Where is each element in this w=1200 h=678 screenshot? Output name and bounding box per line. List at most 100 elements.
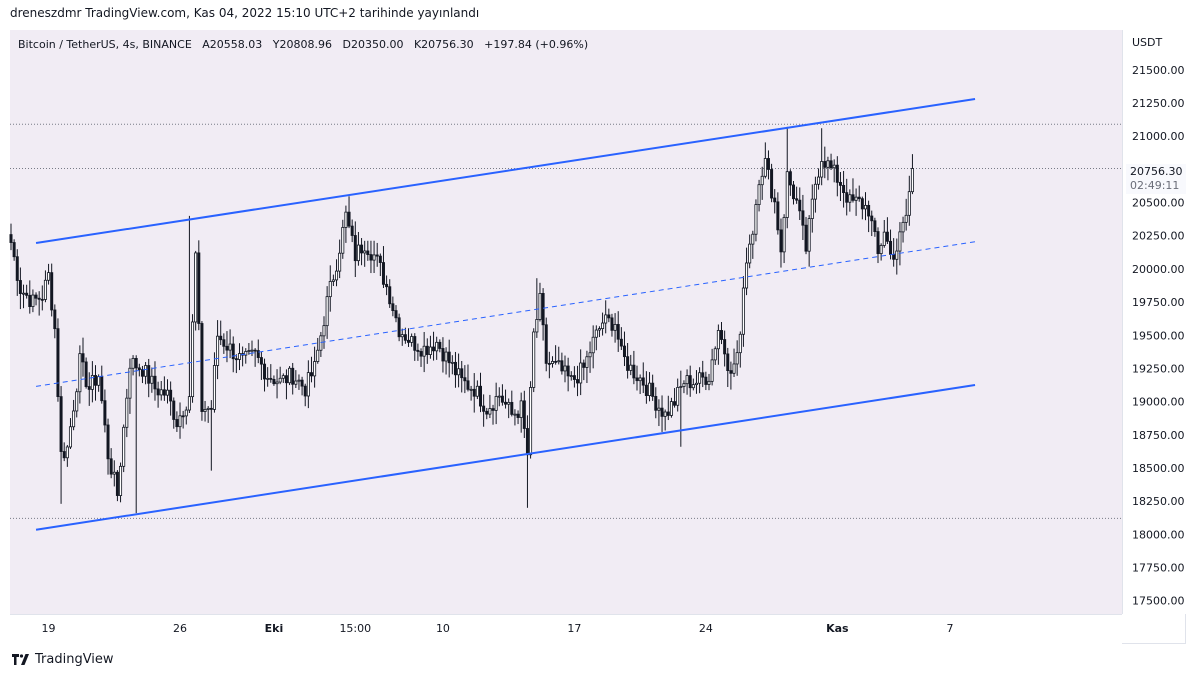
candle-down xyxy=(100,376,104,402)
candle-down xyxy=(873,220,877,232)
candle-down xyxy=(394,310,398,319)
candle-down xyxy=(84,361,88,387)
candle-down xyxy=(156,388,160,396)
price-axis[interactable] xyxy=(1122,30,1187,614)
candle-up xyxy=(669,401,673,416)
candle-up xyxy=(741,287,745,335)
candle-up xyxy=(707,380,711,385)
candle-up xyxy=(682,383,686,387)
candle-up xyxy=(535,319,539,333)
candle-up xyxy=(782,217,786,253)
candle-up xyxy=(760,175,764,186)
candle-down xyxy=(779,229,783,253)
candle-down xyxy=(544,324,548,364)
candle-up xyxy=(78,353,82,393)
candle-up xyxy=(338,252,342,272)
candle-down xyxy=(447,351,451,364)
candle-up xyxy=(550,360,554,364)
candle-down xyxy=(388,286,392,305)
candle-up xyxy=(31,294,35,308)
candle-down xyxy=(256,350,260,358)
candle-up xyxy=(910,168,914,193)
candle-down xyxy=(554,360,558,363)
candle-down xyxy=(391,303,395,312)
candle-down xyxy=(500,395,504,403)
price-tick-label: 18500.00 xyxy=(1132,462,1185,475)
candle-down xyxy=(40,298,44,301)
candle-up xyxy=(901,221,905,233)
candle-up xyxy=(228,343,232,351)
candle-up xyxy=(513,413,517,416)
candle-up xyxy=(43,279,47,300)
candle-down xyxy=(635,377,639,382)
candle-down xyxy=(269,377,273,380)
candle-up xyxy=(216,335,220,366)
legend-change: +197.84 (+0.96%) xyxy=(484,38,589,51)
candle-down xyxy=(478,385,482,407)
candle-up xyxy=(826,160,830,168)
candle-up xyxy=(716,330,720,350)
candle-up xyxy=(47,272,51,281)
candle-up xyxy=(694,382,698,386)
candle-up xyxy=(335,270,339,281)
candle-down xyxy=(162,389,166,396)
candle-up xyxy=(569,375,573,378)
candle-up xyxy=(316,349,320,362)
candle-up xyxy=(112,471,116,475)
candle-down xyxy=(172,400,176,420)
candle-up xyxy=(863,204,867,210)
price-tick-label: 21250.00 xyxy=(1132,97,1185,110)
candle-up xyxy=(691,384,695,389)
candle-down xyxy=(547,362,551,365)
candle-down xyxy=(360,244,364,254)
tradingview-watermark[interactable]: TradingView xyxy=(12,652,114,667)
candle-up xyxy=(738,333,742,354)
price-tick-label: 20250.00 xyxy=(1132,230,1185,243)
candle-down xyxy=(153,375,157,390)
candle-down xyxy=(622,345,626,358)
candle-down xyxy=(892,253,896,260)
legend-close: K20756.30 xyxy=(413,38,474,51)
candle-down xyxy=(453,361,457,376)
candle-up xyxy=(494,396,498,411)
candle-up xyxy=(356,244,360,262)
candle-up xyxy=(165,389,169,396)
candle-up xyxy=(278,377,282,383)
candle-up xyxy=(898,231,902,252)
candle-up xyxy=(698,372,702,384)
candle-down xyxy=(845,192,849,203)
candle-down xyxy=(566,365,570,377)
candle-down xyxy=(582,362,586,368)
candle-up xyxy=(203,409,207,412)
candle-up xyxy=(597,328,601,331)
candle-down xyxy=(885,231,889,242)
time-axis-ticks: 19 26 Eki 15:00 10 17 24 Kas 7 xyxy=(42,622,954,635)
candle-down xyxy=(115,471,119,496)
channel-line-middle xyxy=(35,241,976,387)
candle-down xyxy=(53,309,57,330)
candle-down xyxy=(18,280,22,294)
candle-down xyxy=(851,194,855,201)
candle-down xyxy=(632,364,636,379)
price-tick-label: 19000.00 xyxy=(1132,396,1185,409)
candle-up xyxy=(250,349,254,352)
candle-up xyxy=(563,365,567,372)
time-tick-label: 10 xyxy=(436,622,450,635)
candle-up xyxy=(275,381,279,385)
time-axis[interactable] xyxy=(10,614,1122,645)
candle-up xyxy=(122,426,126,467)
candle-up xyxy=(22,292,26,295)
price-axis-unit[interactable]: USDT xyxy=(1132,36,1163,49)
candle-up xyxy=(187,396,191,411)
candle-up xyxy=(529,387,533,456)
candle-down xyxy=(219,335,223,341)
candle-up xyxy=(90,375,94,390)
last-price-value: 20756.30 xyxy=(1130,165,1183,178)
candle-up xyxy=(428,346,432,355)
candle-down xyxy=(140,369,144,377)
candle-down xyxy=(300,379,304,387)
candle-up xyxy=(713,348,717,361)
candle-up xyxy=(497,395,501,398)
candle-up xyxy=(538,293,542,320)
